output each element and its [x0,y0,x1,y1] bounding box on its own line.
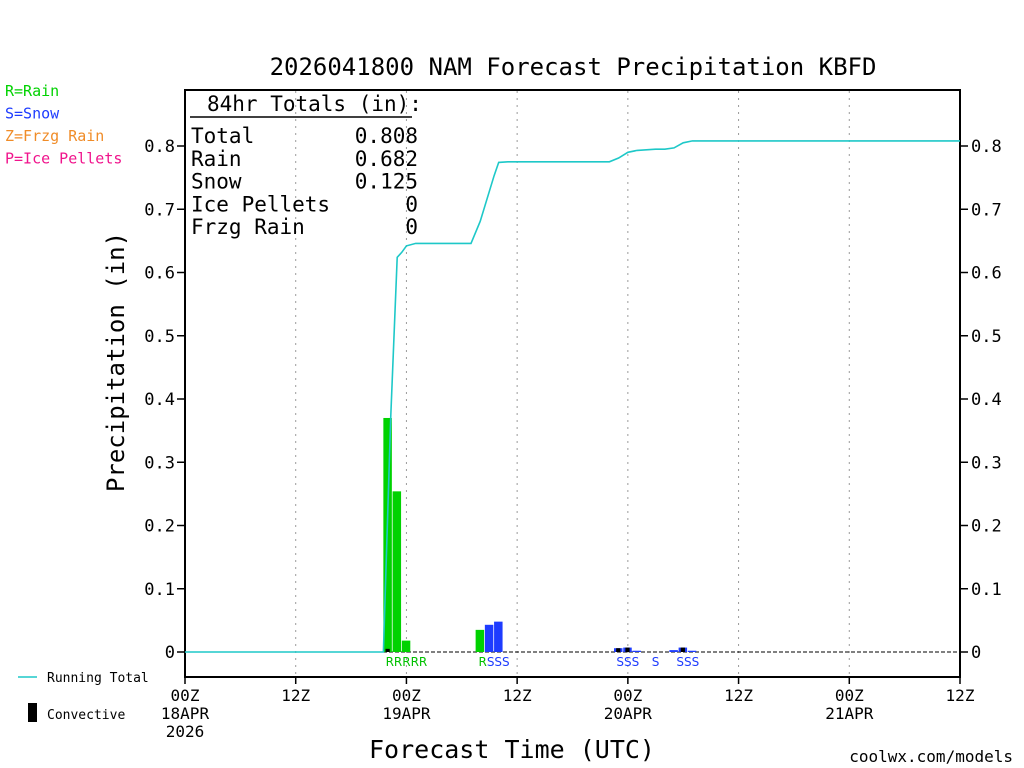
convective-bar [385,648,390,652]
x-tick-label: 18APR [161,704,210,723]
y-tick-label: 0.7 [144,200,175,220]
plot-frame [184,89,961,678]
x-tick-label: 12Z [281,686,310,705]
totals-row-value: 0 [405,215,418,239]
x-tick-label: 19APR [382,704,431,723]
ptype-legend-item: R=Rain [5,82,59,100]
convective-legend-swatch [28,703,37,722]
y-tick-label: 0.4 [144,390,175,410]
y-tick-label: 0.1 [144,580,175,600]
x-tick-label: 00Z [171,686,200,705]
precip-bar [669,650,678,652]
ptype-legend-item: P=Ice Pellets [5,150,122,168]
totals-box: 84hr Totals (in): Total 0.808 Rain 0.682 Sno… [190,92,422,239]
y-tick-label-right: 0.3 [971,453,1002,473]
series-legend: Running Total Convective [18,671,149,723]
totals-row-value: 0.808 [355,124,418,148]
convective-legend-label: Convective [47,708,125,723]
x-tick-label: 12Z [503,686,532,705]
y-tick-label-right: 0.7 [971,200,1002,220]
totals-row-value: 0.125 [355,170,418,194]
y-axis-right: 0 0.1 0.2 0.3 0.4 0.5 0.6 0.7 0.8 [960,137,1002,663]
y-tick-label-right: 0.1 [971,580,1002,600]
x-tick-label: 00Z [392,686,421,705]
ptype-legend-item: S=Snow [5,105,60,123]
precip-bar [392,491,402,652]
running-total-line [185,140,960,653]
ptype-legend-item: Z=Frzg Rain [5,127,104,145]
running-total-series [185,140,960,653]
precip-bar [494,621,503,652]
x-tick-label: 20APR [604,704,653,723]
y-tick-label-right: 0.6 [971,264,1002,284]
x-tick-label: 2026 [166,722,205,741]
running-total-legend-label: Running Total [47,671,149,686]
credit-text: coolwx.com/models [849,747,1013,766]
y-tick-label: 0.3 [144,453,175,473]
y-tick-label-right: 0.2 [971,517,1002,537]
totals-row-label: Rain [191,147,242,171]
y-tick-label-right: 0 [971,643,981,663]
precip-type-legend: R=Rain S=Snow Z=Frzg Rain P=Ice Pellets [5,82,122,168]
totals-row-label: Ice Pellets [191,192,330,216]
totals-row-value: 0 [405,192,418,216]
y-tick-label: 0.6 [144,264,175,284]
totals-row-label: Snow [191,170,242,194]
x-tick-label: 21APR [825,704,874,723]
ptype-label: S [652,655,660,669]
totals-row-value: 0.682 [355,147,418,171]
y-tick-label-right: 0.4 [971,390,1002,410]
x-tick-label: 00Z [613,686,642,705]
y-tick-label-right: 0.5 [971,327,1002,347]
y-axis-left: 0 0.1 0.2 0.3 0.4 0.5 0.6 0.7 0.8 [144,137,185,663]
convective-bar [680,647,685,652]
convective-bar [616,648,621,652]
ptype-label: SSS [616,655,639,669]
x-tick-label: 12Z [946,686,975,705]
y-tick-label-right: 0.8 [971,137,1002,157]
totals-heading: 84hr Totals (in): [207,92,422,116]
precipitation-bars [383,417,697,652]
precip-bar [401,640,411,652]
x-axis-label: Forecast Time (UTC) [369,735,655,764]
precip-bar [687,650,697,652]
precip-bar [475,629,485,652]
y-tick-label: 0.5 [144,327,175,347]
totals-row-label: Total [191,124,254,148]
x-tick-label: 00Z [835,686,864,705]
chart-title: 2026041800 NAM Forecast Precipitation KB… [270,53,877,81]
x-tick-label: 12Z [724,686,753,705]
ptype-label: RSSS [478,655,509,669]
ptype-label: SSS [676,655,699,669]
totals-row-label: Frzg Rain [191,215,305,239]
y-tick-label: 0.2 [144,517,175,537]
convective-bar [625,647,630,652]
y-axis-label: Precipitation (in) [102,232,130,492]
precip-type-labels: RRRRR RSSS SSS S SSS [386,655,700,669]
precip-bar [484,624,494,652]
y-tick-label: 0.8 [144,137,175,157]
ptype-label: RRRRR [386,655,428,669]
y-tick-label: 0 [165,643,175,663]
precip-bar [632,650,641,652]
